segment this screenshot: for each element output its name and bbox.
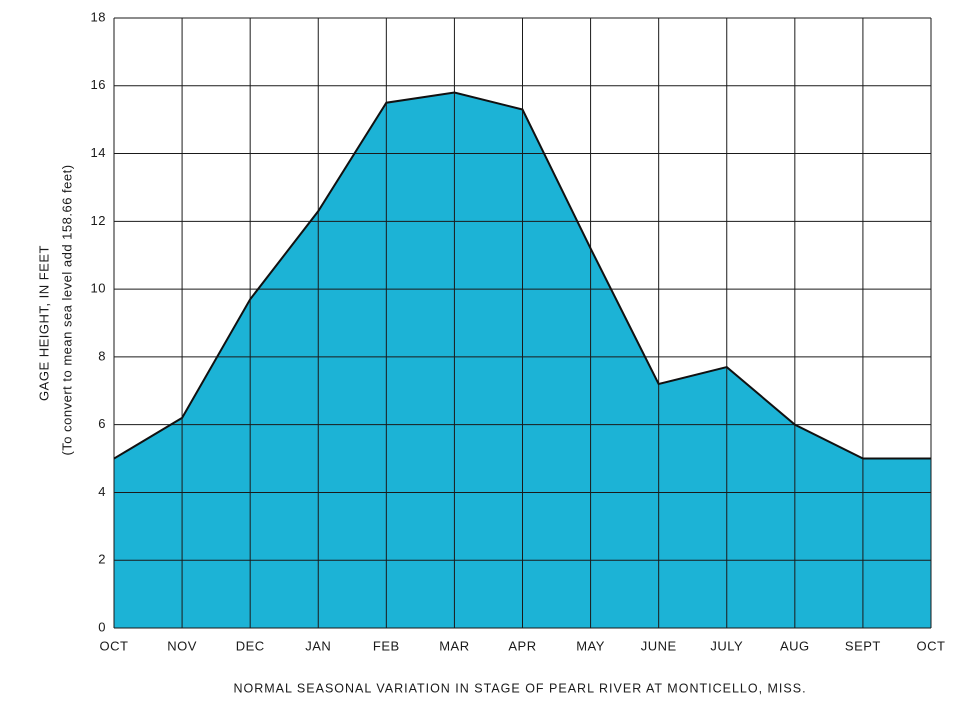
y-tick-label: 18 xyxy=(91,9,106,24)
y-tick-label: 14 xyxy=(91,145,106,160)
x-tick-label: OCT xyxy=(917,638,946,653)
x-tick-label: JULY xyxy=(710,638,743,653)
x-tick-label: NOV xyxy=(167,638,197,653)
x-tick-label: MAY xyxy=(576,638,605,653)
y-tick-label: 16 xyxy=(91,77,106,92)
chart-title: NORMAL SEASONAL VARIATION IN STAGE OF PE… xyxy=(233,681,806,695)
x-tick-label: MAR xyxy=(439,638,469,653)
x-tick-label: FEB xyxy=(373,638,400,653)
y-tick-label: 4 xyxy=(98,484,106,499)
y-tick-label: 10 xyxy=(91,281,106,296)
x-tick-label: JAN xyxy=(305,638,331,653)
page: {"chart_data": { "type": "area", "title"… xyxy=(0,0,961,699)
y-tick-label: 2 xyxy=(98,552,106,567)
y-axis-label: GAGE HEIGHT, IN FEET xyxy=(36,245,51,401)
x-tick-label: APR xyxy=(508,638,536,653)
x-tick-label: AUG xyxy=(780,638,810,653)
y-tick-label: 0 xyxy=(98,619,106,634)
x-tick-label: OCT xyxy=(100,638,129,653)
y-axis-note: (To convert to mean sea level add 158.66… xyxy=(59,164,74,455)
chart: NORMAL SEASONAL VARIATION IN STAGE OF PE… xyxy=(0,0,961,699)
x-tick-label: JUNE xyxy=(641,638,677,653)
y-tick-label: 12 xyxy=(91,213,106,228)
x-tick-label: DEC xyxy=(236,638,265,653)
y-tick-label: 8 xyxy=(98,348,106,363)
y-tick-label: 6 xyxy=(98,416,106,431)
x-tick-label: SEPT xyxy=(845,638,881,653)
